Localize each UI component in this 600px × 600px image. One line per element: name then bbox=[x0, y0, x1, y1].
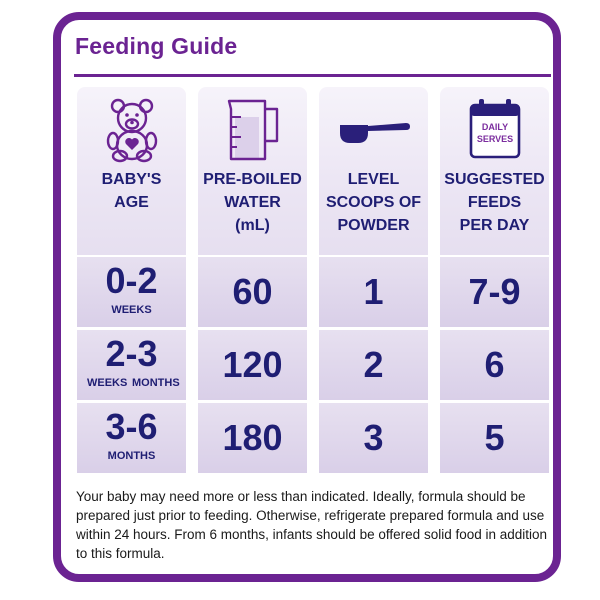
feeds-cell: 7-9 bbox=[440, 257, 549, 327]
teddy-bear-icon bbox=[77, 97, 186, 163]
svg-text:SERVES: SERVES bbox=[476, 134, 512, 144]
scoops-cell: 3 bbox=[319, 403, 428, 473]
feeds-cell: 6 bbox=[440, 330, 549, 400]
scoops-cell: 2 bbox=[319, 330, 428, 400]
feeding-guide-card: Feeding Guide bbox=[53, 12, 561, 582]
calendar-icon: DAILY SERVES bbox=[440, 97, 549, 163]
page-title: Feeding Guide bbox=[75, 33, 238, 59]
column-header-label: LEVEL SCOOPS OF POWDER bbox=[325, 171, 422, 234]
measuring-jug-icon bbox=[198, 97, 307, 163]
feeds-cell: 5 bbox=[440, 403, 549, 473]
title-divider bbox=[74, 74, 551, 77]
column-header-scoops: LEVEL SCOOPS OF POWDER bbox=[319, 87, 428, 255]
column-header-label: BABY'S AGE bbox=[101, 171, 162, 211]
water-cell: 180 bbox=[198, 403, 307, 473]
water-cell: 60 bbox=[198, 257, 307, 327]
column-header-label: SUGGESTED FEEDS PER DAY bbox=[444, 171, 545, 234]
feeding-note: Your baby may need more or less than ind… bbox=[76, 489, 548, 561]
column-header-water: PRE-BOILED WATER (mL) bbox=[198, 87, 307, 255]
scoops-cell: 1 bbox=[319, 257, 428, 327]
column-header-feeds: DAILY SERVES SUGGESTED FEEDS PER DAY bbox=[440, 87, 549, 255]
age-cell: 0-2 WEEKS bbox=[77, 257, 186, 327]
scoop-icon bbox=[319, 97, 428, 163]
column-header-age: BABY'S AGE bbox=[77, 87, 186, 255]
water-cell: 120 bbox=[198, 330, 307, 400]
age-cell: 3-6 MONTHS bbox=[77, 403, 186, 473]
svg-text:DAILY: DAILY bbox=[481, 122, 507, 132]
column-header-label: PRE-BOILED WATER (mL) bbox=[203, 171, 302, 234]
age-cell: 2-3 WEEKS MONTHS bbox=[77, 330, 186, 400]
